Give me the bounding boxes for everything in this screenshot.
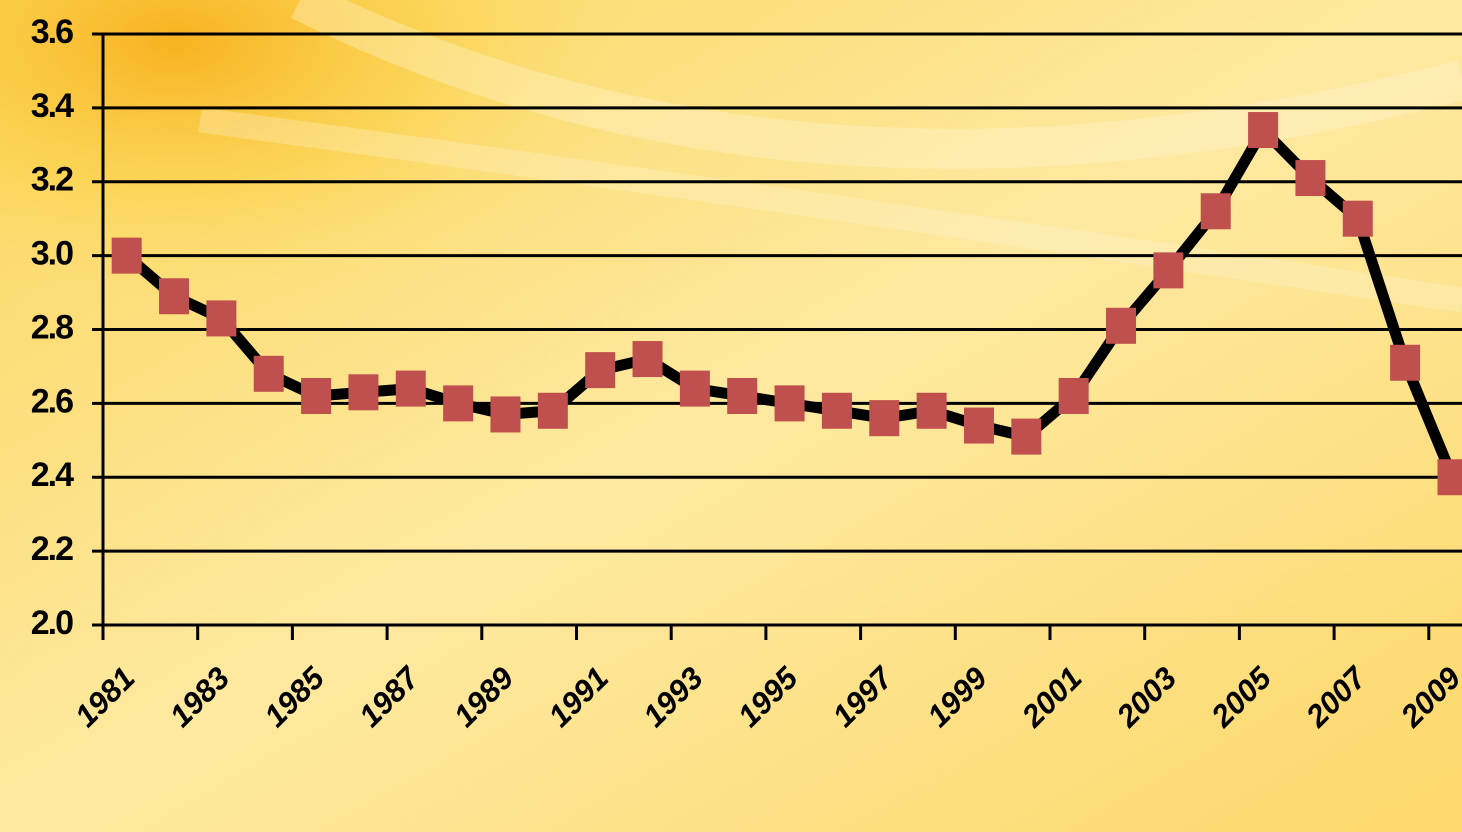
marker: [1248, 112, 1279, 149]
marker: [1390, 344, 1421, 381]
marker: [869, 400, 900, 437]
marker: [632, 341, 663, 378]
marker: [1200, 193, 1231, 230]
light-ray: [198, 107, 1462, 313]
marker: [206, 300, 237, 337]
marker: [443, 385, 474, 422]
marker: [395, 370, 426, 407]
marker: [916, 392, 947, 429]
marker: [1342, 200, 1373, 237]
y-tick-label: 3.0: [31, 235, 73, 273]
marker: [348, 374, 379, 411]
y-tick-label: 3.6: [31, 13, 73, 51]
y-tick-label: 2.4: [31, 456, 74, 494]
marker: [537, 392, 568, 429]
marker: [1437, 459, 1462, 496]
marker: [1106, 307, 1137, 344]
marker: [774, 385, 805, 422]
y-tick-label: 2.6: [31, 382, 73, 420]
y-tick-label: 2.8: [31, 308, 73, 346]
marker: [159, 278, 190, 315]
marker: [585, 352, 616, 389]
y-tick-label: 3.2: [31, 161, 73, 199]
marker: [963, 407, 994, 444]
marker: [1295, 160, 1326, 197]
marker: [1153, 252, 1184, 289]
marker: [301, 377, 332, 414]
marker: [679, 370, 710, 407]
y-tick-label: 2.2: [31, 530, 73, 568]
marker: [490, 396, 521, 433]
marker: [1058, 377, 1089, 414]
marker: [111, 237, 142, 274]
y-tick-label: 3.4: [31, 87, 74, 125]
y-tick-label: 2.0: [31, 604, 73, 642]
marker: [1011, 418, 1042, 455]
marker: [253, 355, 284, 392]
marker: [821, 392, 852, 429]
marker: [727, 377, 758, 414]
